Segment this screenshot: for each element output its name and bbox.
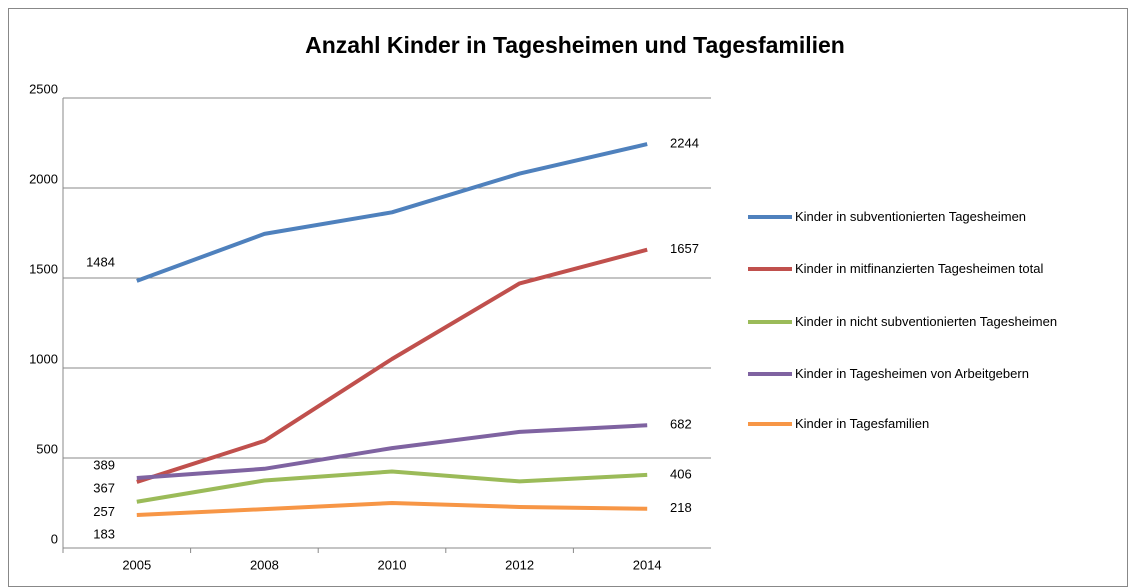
legend-item: Kinder in nicht subventionierten Tageshe… (795, 314, 1058, 329)
x-tick-label: 2012 (505, 557, 534, 572)
data-label: 367 (93, 480, 115, 495)
data-label: 183 (93, 526, 115, 541)
legend-label: Kinder in Tagesfamilien (795, 416, 930, 431)
series-line (136, 469, 648, 504)
y-tick-label: 500 (36, 441, 58, 456)
x-tick-label: 2010 (378, 557, 407, 572)
data-label: 2244 (670, 136, 699, 151)
legend-label: Kinder in subventionierten Tagesheimen (795, 209, 1027, 224)
y-tick-label: 1000 (29, 351, 58, 366)
data-label: 257 (93, 504, 115, 519)
y-tick-label: 2500 (29, 81, 58, 96)
series-line (136, 423, 648, 480)
data-label: 1484 (86, 254, 115, 269)
series-line (136, 247, 648, 484)
legend-item: Kinder in Tagesfamilien (795, 416, 930, 431)
chart-title: Anzahl Kinder in Tagesheimen und Tagesfa… (305, 32, 845, 58)
data-label: 218 (670, 500, 692, 515)
x-tick-label: 2014 (633, 557, 662, 572)
series-line (136, 501, 648, 518)
legend-item: Kinder in mitfinanzierten Tagesheimen to… (795, 261, 1044, 276)
legend-label: Kinder in Tagesheimen von Arbeitgebern (795, 366, 1029, 381)
legend-label: Kinder in nicht subventionierten Tageshe… (795, 314, 1058, 329)
x-tick-label: 2008 (250, 557, 279, 572)
y-tick-label: 0 (51, 531, 58, 546)
data-label: 389 (93, 457, 115, 472)
y-tick-label: 1500 (29, 261, 58, 276)
legend-label: Kinder in mitfinanzierten Tagesheimen to… (795, 261, 1044, 276)
legend-item: Kinder in Tagesheimen von Arbeitgebern (795, 366, 1029, 381)
data-label: 406 (670, 466, 692, 481)
y-tick-label: 2000 (29, 171, 58, 186)
data-label: 682 (670, 417, 692, 432)
series-line (136, 142, 648, 283)
data-label: 1657 (670, 241, 699, 256)
x-tick-label: 2005 (122, 557, 151, 572)
legend-item: Kinder in subventionierten Tagesheimen (795, 209, 1027, 224)
